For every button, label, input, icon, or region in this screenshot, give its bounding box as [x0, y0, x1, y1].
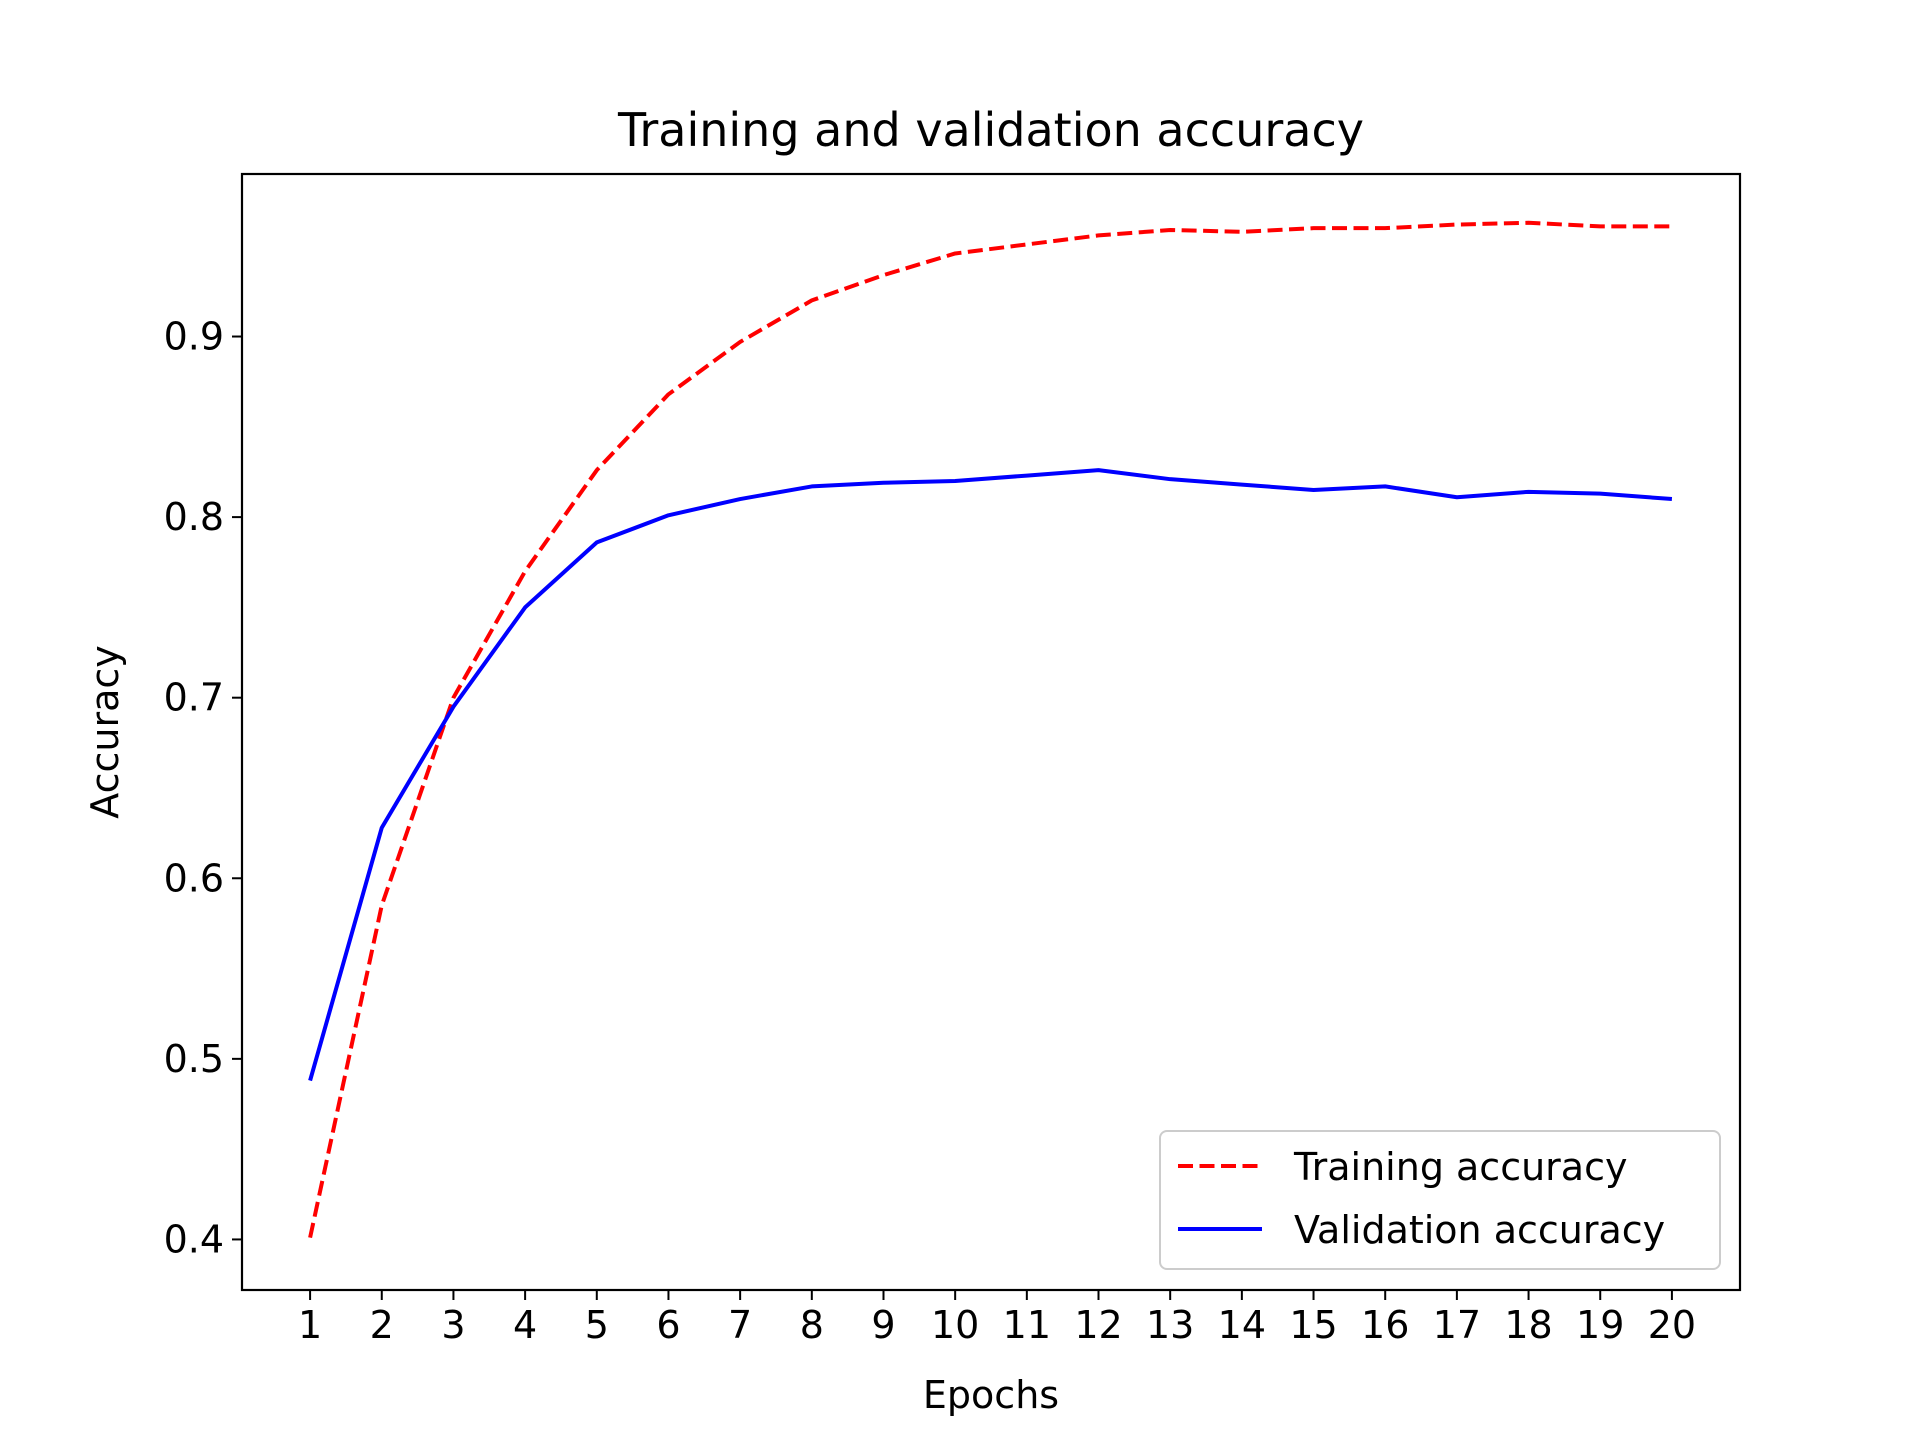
y-tick-label: 0.5	[164, 1037, 224, 1081]
legend: Training accuracy Validation accuracy	[1159, 1130, 1721, 1270]
x-tick-label: 18	[1504, 1303, 1552, 1347]
x-tick-label: 16	[1361, 1303, 1409, 1347]
series-layer	[308, 220, 1673, 1239]
x-tick-label: 17	[1433, 1303, 1481, 1347]
chart-title: Training and validation accuracy	[617, 103, 1364, 157]
x-tick-label: 15	[1289, 1303, 1337, 1347]
x-tick-label: 7	[728, 1303, 752, 1347]
y-tick-label: 0.9	[164, 315, 224, 359]
x-tick-label: 5	[585, 1303, 609, 1347]
x-tick-label: 12	[1074, 1303, 1122, 1347]
series-line-training	[308, 220, 1672, 1239]
legend-label-training: Training accuracy	[1293, 1145, 1627, 1189]
x-tick-label: 10	[931, 1303, 979, 1347]
x-tick-label: 1	[298, 1303, 322, 1347]
x-tick-label: 3	[441, 1303, 465, 1347]
y-axis: 0.4 0.5 0.6 0.7 0.8 0.9	[164, 315, 242, 1261]
legend-label-validation: Validation accuracy	[1294, 1208, 1665, 1252]
plot-frame	[240, 172, 1742, 1292]
legend-box	[1159, 1130, 1721, 1270]
y-tick-label: 0.8	[164, 495, 224, 539]
x-tick-label: 9	[871, 1303, 895, 1347]
x-axis: 1 2 3 4 5 6 7 8 9 10 11 12 13 14 15 16 17 18 19 20	[298, 1290, 1696, 1347]
series-line-validation	[308, 468, 1673, 1082]
x-axis-label: Epochs	[923, 1373, 1059, 1417]
x-tick-label: 4	[513, 1303, 537, 1347]
x-tick-label: 14	[1218, 1303, 1266, 1347]
x-tick-label: 13	[1146, 1303, 1194, 1347]
x-tick-label: 11	[1003, 1303, 1051, 1347]
y-tick-label: 0.7	[164, 676, 224, 720]
y-tick-label: 0.6	[164, 856, 224, 900]
x-tick-label: 8	[800, 1303, 824, 1347]
x-tick-label: 19	[1576, 1303, 1624, 1347]
x-tick-label: 6	[656, 1303, 680, 1347]
x-tick-label: 2	[370, 1303, 394, 1347]
x-tick-label: 20	[1648, 1303, 1696, 1347]
y-tick-label: 0.4	[164, 1217, 224, 1261]
y-axis-label: Accuracy	[83, 645, 127, 819]
plot-area	[242, 174, 1740, 1290]
